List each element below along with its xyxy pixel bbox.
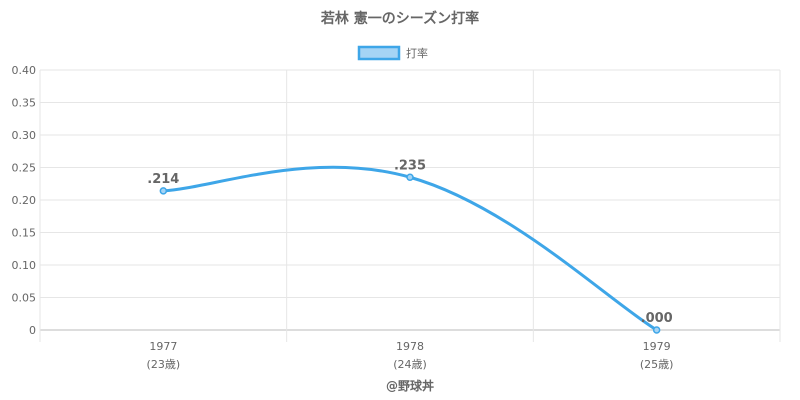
y-tick-label: 0.35	[12, 97, 37, 110]
x-tick-year: 1979	[643, 340, 671, 353]
x-tick-year: 1978	[396, 340, 424, 353]
data-point	[159, 187, 168, 195]
x-tick-age: (23歳)	[147, 358, 181, 371]
legend: 打率	[357, 45, 428, 61]
y-tick-label: 0.05	[12, 292, 37, 305]
legend-swatch	[357, 45, 401, 61]
x-tick-age: (24歳)	[393, 358, 427, 371]
y-tick-label: 0.40	[12, 64, 37, 77]
data-point	[652, 326, 661, 334]
chart-title: 若林 憲一のシーズン打率	[320, 10, 479, 27]
data-label: .214	[147, 172, 179, 187]
y-tick-label: 0.10	[12, 259, 37, 272]
x-tick-year: 1977	[149, 340, 177, 353]
y-tick-label: 0.25	[12, 162, 37, 175]
data-label: .000	[641, 311, 673, 326]
data-label: .235	[394, 158, 426, 173]
y-tick-label: 0	[29, 324, 36, 337]
x-tick-age: (25歳)	[640, 358, 674, 371]
grid	[39, 69, 781, 342]
data-labels: .214 .235 .000	[147, 158, 672, 326]
legend-label: 打率	[406, 46, 428, 60]
data-points	[159, 173, 661, 334]
series-line	[163, 165, 658, 332]
footer-credit: @野球丼	[386, 378, 434, 393]
data-point	[406, 173, 414, 181]
y-tick-label: 0.15	[12, 227, 37, 240]
y-tick-label: 0.20	[12, 194, 37, 207]
y-axis-ticks: 0 0.05 0.10 0.15 0.20 0.25 0.30 0.35 0.40	[12, 64, 37, 337]
x-axis-ticks: 1977 (23歳) 1978 (24歳) 1979 (25歳)	[147, 340, 674, 371]
y-tick-label: 0.30	[12, 129, 37, 142]
